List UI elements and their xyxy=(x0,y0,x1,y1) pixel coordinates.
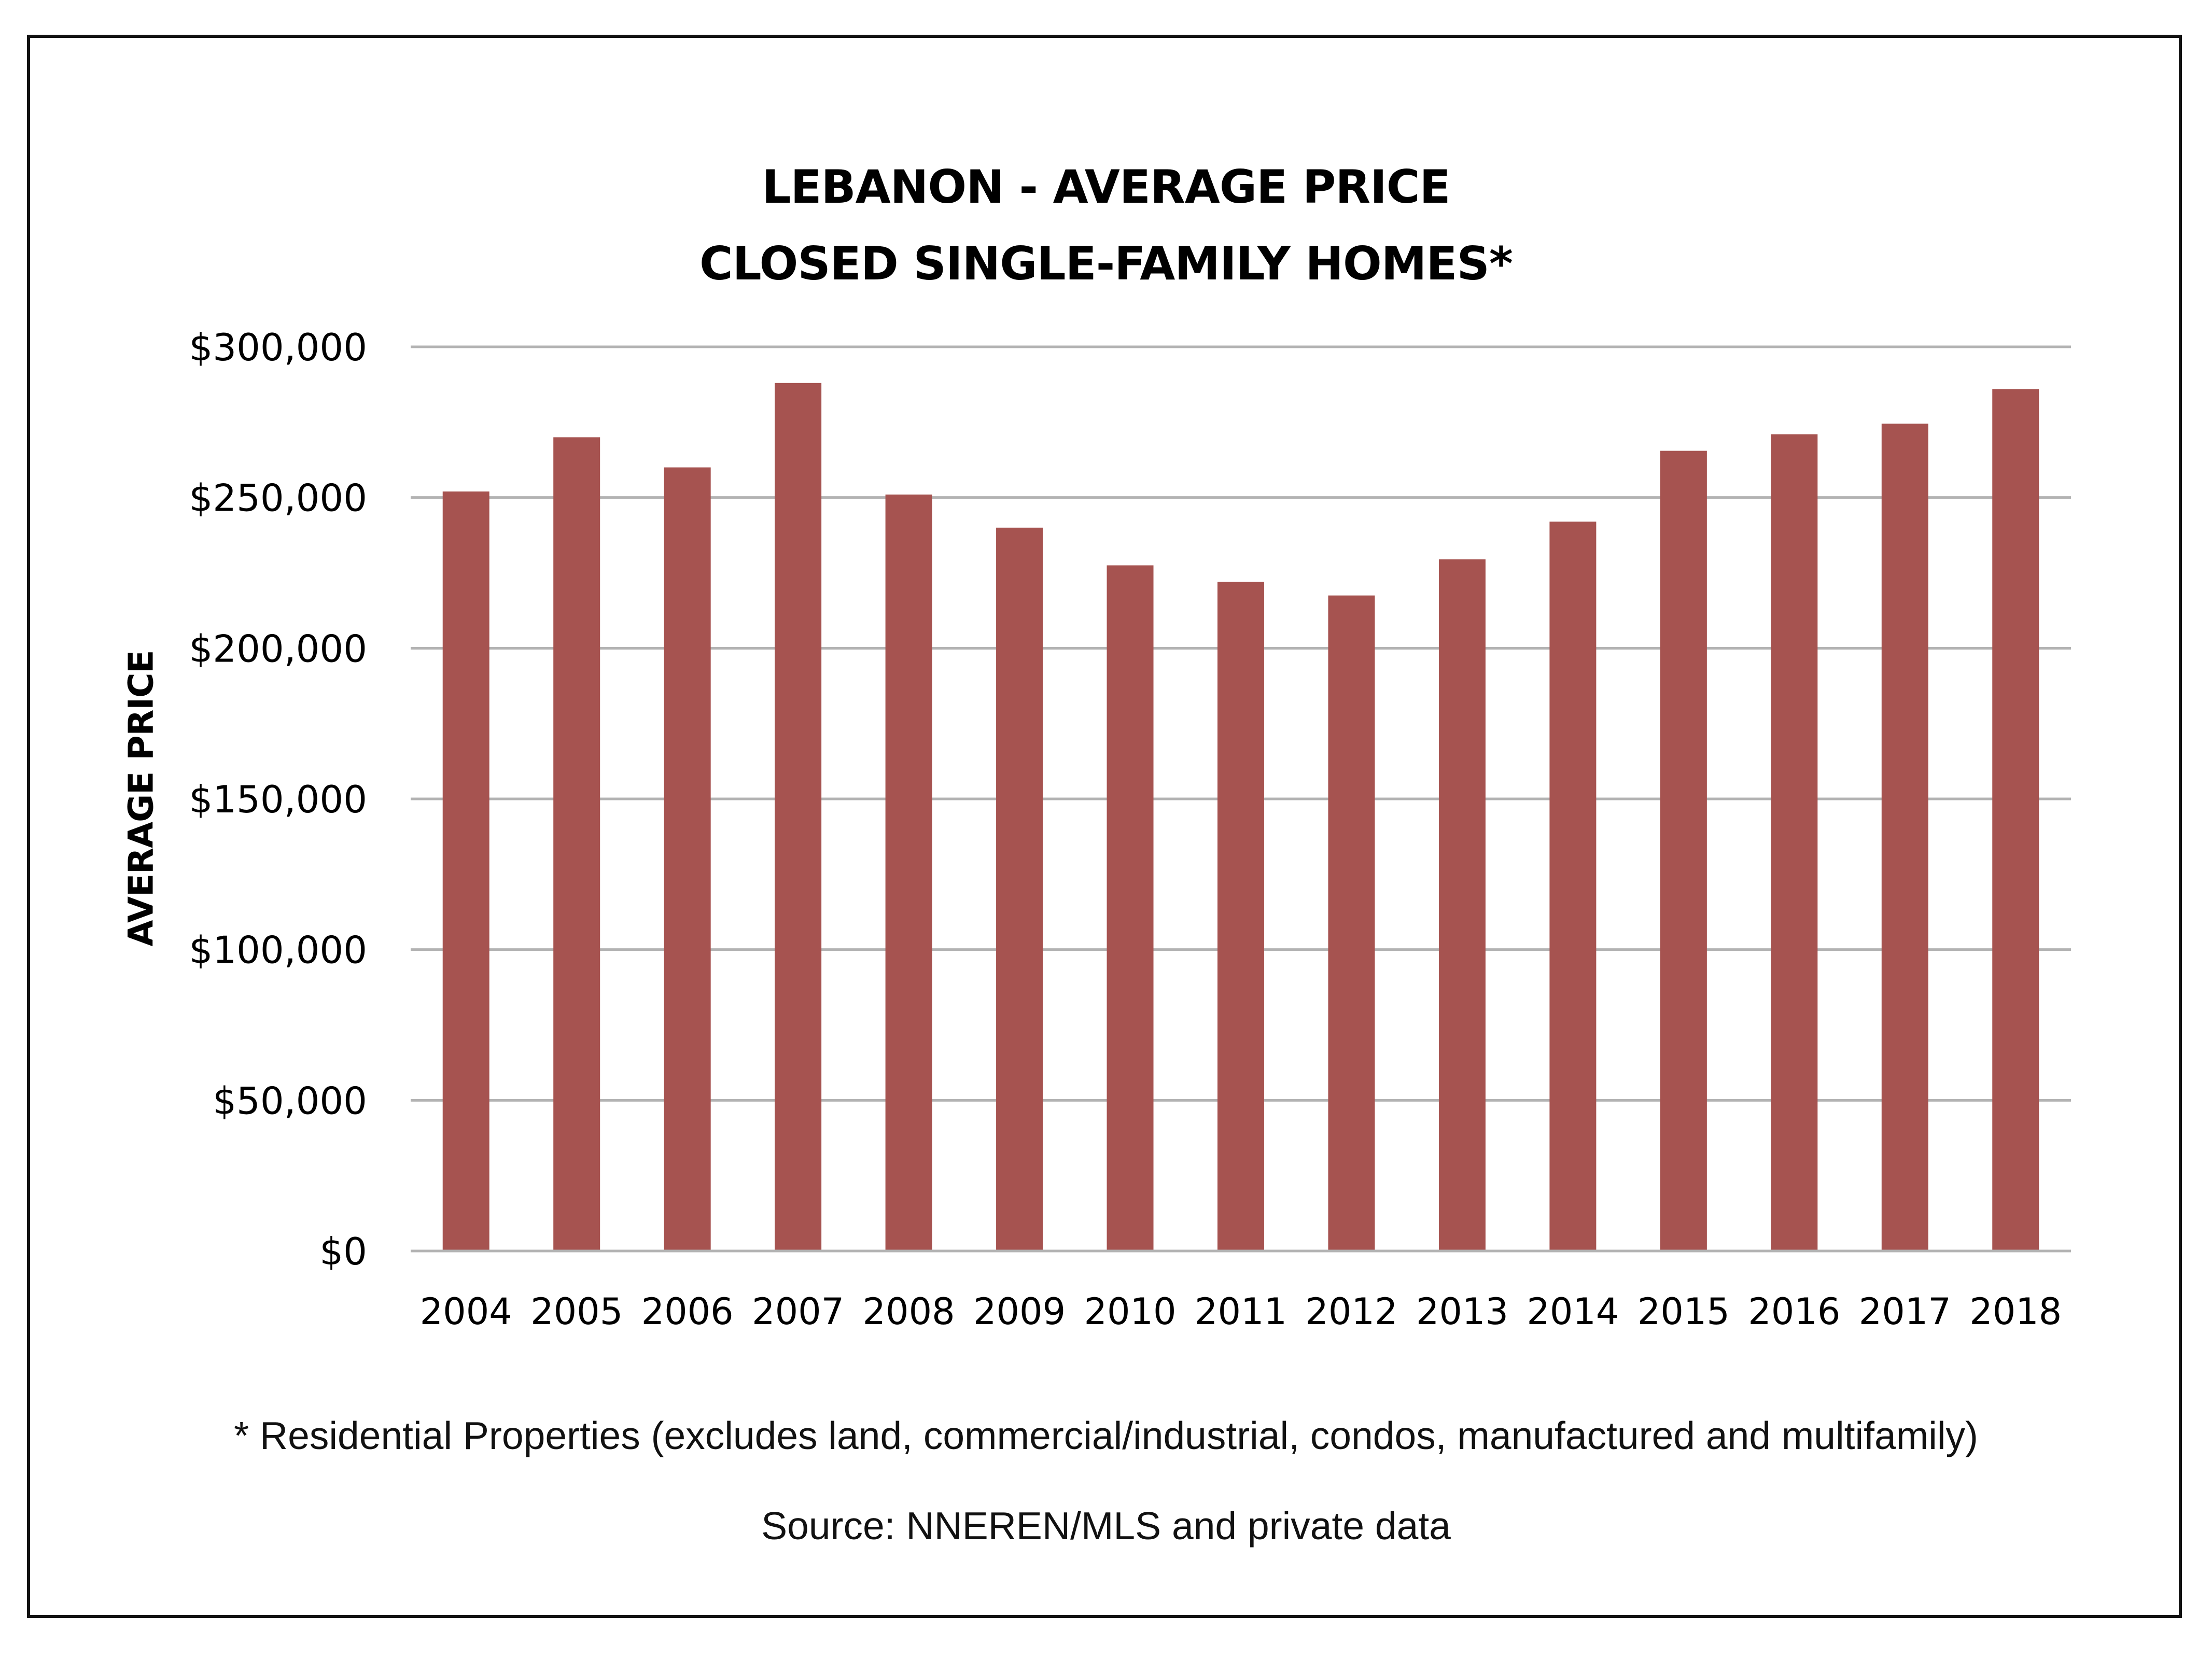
bar xyxy=(996,527,1043,1251)
bar xyxy=(885,494,932,1252)
bar xyxy=(442,491,489,1251)
x-tick-label: 2011 xyxy=(1195,1290,1287,1333)
y-tick-label: $50,000 xyxy=(213,1079,367,1122)
bar xyxy=(1881,424,1928,1251)
x-tick-label: 2017 xyxy=(1859,1290,1951,1333)
x-tick-label: 2007 xyxy=(752,1290,844,1333)
chart-subtitle: CLOSED SINGLE-FAMILY HOMES* xyxy=(699,237,1513,290)
x-tick-label: 2018 xyxy=(1969,1290,2062,1333)
x-tick-label: 2015 xyxy=(1637,1290,1730,1333)
y-tick-label: $300,000 xyxy=(189,326,367,369)
footnote-source: Source: NNEREN/MLS and private data xyxy=(761,1504,1451,1548)
chart-frame xyxy=(27,35,2182,1618)
bar xyxy=(1771,434,1818,1251)
x-tick-label: 2008 xyxy=(863,1290,955,1333)
x-tick-label: 2009 xyxy=(973,1290,1066,1333)
bar xyxy=(1549,522,1597,1251)
x-tick-label: 2004 xyxy=(420,1290,512,1333)
x-tick-label: 2005 xyxy=(530,1290,623,1333)
x-tick-label: 2012 xyxy=(1305,1290,1397,1333)
x-tick-label: 2014 xyxy=(1527,1290,1619,1333)
y-tick-label: $250,000 xyxy=(189,476,367,520)
x-tick-label: 2006 xyxy=(641,1290,734,1333)
bar xyxy=(1217,582,1264,1251)
x-tick-label: 2016 xyxy=(1748,1290,1840,1333)
bar xyxy=(1438,559,1486,1251)
bar xyxy=(1992,389,2039,1251)
x-tick-label: 2013 xyxy=(1416,1290,1508,1333)
bar xyxy=(553,437,600,1251)
footnote-residential: * Residential Properties (excludes land,… xyxy=(233,1414,1978,1457)
bar xyxy=(775,383,822,1251)
x-tick-label: 2010 xyxy=(1084,1290,1176,1333)
bar xyxy=(664,467,711,1251)
bar xyxy=(1328,595,1375,1251)
bar xyxy=(1660,451,1707,1251)
y-tick-label: $200,000 xyxy=(189,627,367,670)
y-tick-label: $150,000 xyxy=(189,778,367,821)
chart-title: LEBANON - AVERAGE PRICE xyxy=(762,160,1450,214)
bar xyxy=(1107,565,1154,1251)
y-tick-label: $0 xyxy=(319,1230,367,1273)
y-tick-label: $100,000 xyxy=(189,929,367,972)
